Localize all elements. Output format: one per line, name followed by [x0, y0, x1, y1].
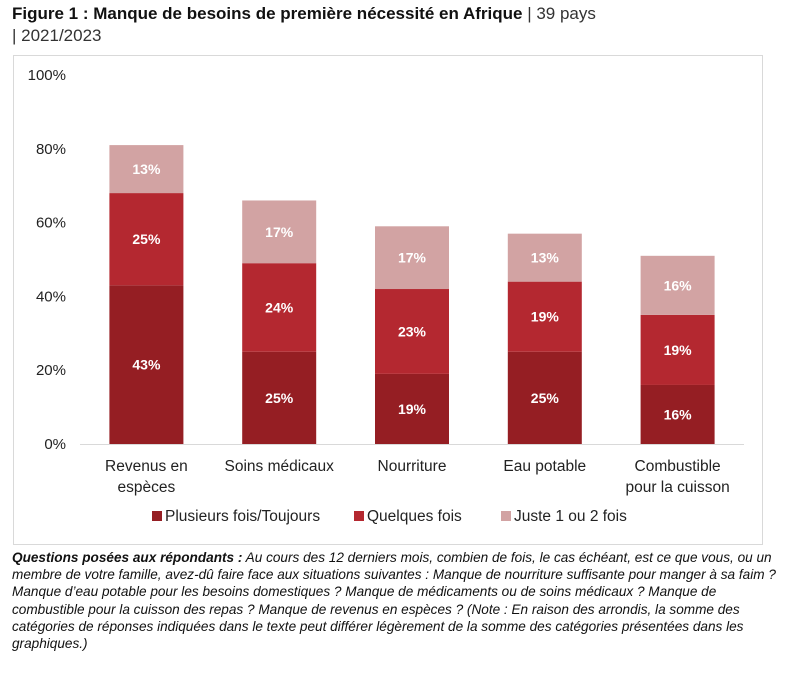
y-tick-label: 40%	[36, 288, 66, 305]
legend-item: Plusieurs fois/Toujours	[152, 508, 320, 525]
bar-stack: 43% 25% 13%	[109, 145, 184, 444]
data-label: 19%	[531, 309, 560, 325]
bar-segment	[109, 145, 184, 194]
legend-label: Quelques fois	[367, 508, 462, 525]
x-category-label: Combustible pour la cuisson	[625, 458, 729, 496]
footnote: Questions posées aux répondants : Au cou…	[12, 549, 792, 652]
bar-stack: 16% 19% 16%	[640, 255, 715, 444]
data-label: 19%	[398, 401, 427, 417]
figure-title-countries: | 39 pays	[522, 4, 596, 23]
x-axis: Revenus en espèces Soins médicaux Nourritur…	[105, 458, 730, 496]
data-label: 24%	[265, 299, 294, 315]
legend-label: Juste 1 ou 2 fois	[514, 508, 627, 525]
data-label: 13%	[132, 161, 161, 177]
legend-label: Plusieurs fois/Toujours	[165, 508, 320, 525]
figure-title-main: Figure 1 : Manque de besoins de première…	[12, 4, 523, 23]
x-category-label: Soins médicaux	[224, 458, 334, 475]
legend: Plusieurs fois/Toujours Quelques fois Just…	[152, 508, 627, 525]
footnote-text: Au cours des 12 derniers mois, combien d…	[12, 550, 776, 652]
legend-swatch	[354, 511, 364, 521]
bar-segment	[109, 193, 184, 286]
stacked-bar-chart: 0%20%40%60%80%100% 43%25%13%25%24%17%19%…	[28, 67, 744, 525]
figure-title: Figure 1 : Manque de besoins de première…	[12, 3, 792, 47]
y-axis: 0% 20% 40% 60% 80% 100%	[28, 67, 66, 453]
legend-swatch	[501, 511, 511, 521]
legend-swatch	[152, 511, 162, 521]
data-label: 43%	[132, 357, 161, 373]
bar-stack: 25% 24% 17%	[242, 200, 317, 444]
legend-item: Juste 1 ou 2 fois	[501, 508, 627, 525]
legend-item: Quelques fois	[354, 508, 462, 525]
y-tick-label: 20%	[36, 362, 66, 379]
footnote-lead: Questions posées aux répondants :	[12, 550, 243, 565]
bar-stack: 25% 19% 13%	[507, 233, 582, 444]
bars: 43%25%13%25%24%17%19%23%17%25%19%13%16%1…	[109, 145, 715, 444]
x-category-label: Nourriture	[378, 458, 447, 475]
chart-frame: 0% 20% 40% 60% 80% 100% 43% 25% 13% 25% 24% 17% 19%…	[13, 55, 763, 545]
data-label: 25%	[265, 390, 294, 406]
data-label: 25%	[531, 390, 560, 406]
bar-segment	[109, 285, 184, 444]
bar-segment	[507, 233, 582, 282]
bar-segment	[242, 263, 317, 352]
y-tick-label: 80%	[36, 141, 66, 158]
data-label: 17%	[398, 250, 427, 266]
data-label: 25%	[132, 231, 161, 247]
x-category-label: Eau potable	[503, 458, 586, 475]
bar-segment	[507, 281, 582, 352]
y-tick-label: 0%	[44, 436, 66, 453]
y-tick-label: 60%	[36, 215, 66, 232]
bar-segment	[375, 289, 449, 374]
x-category-label: Revenus en espèces	[105, 458, 188, 496]
data-label: 17%	[265, 224, 294, 240]
figure-title-period: | 2021/2023	[12, 26, 102, 45]
bar-segment	[640, 314, 715, 385]
bar-stack: 19% 23% 17%	[375, 226, 449, 444]
bar-segment	[640, 255, 715, 315]
bar-segment	[375, 373, 449, 444]
bar-segment	[242, 200, 317, 264]
bar-segment	[375, 226, 449, 290]
data-label: 23%	[398, 323, 427, 339]
data-label: 13%	[531, 250, 560, 266]
data-label: 16%	[664, 406, 693, 422]
bar-segment	[640, 384, 715, 444]
data-label: 19%	[664, 342, 693, 358]
y-tick-label: 100%	[28, 67, 66, 84]
bar-segment	[242, 351, 317, 444]
data-label: 16%	[664, 277, 693, 293]
bar-segment	[507, 351, 582, 444]
